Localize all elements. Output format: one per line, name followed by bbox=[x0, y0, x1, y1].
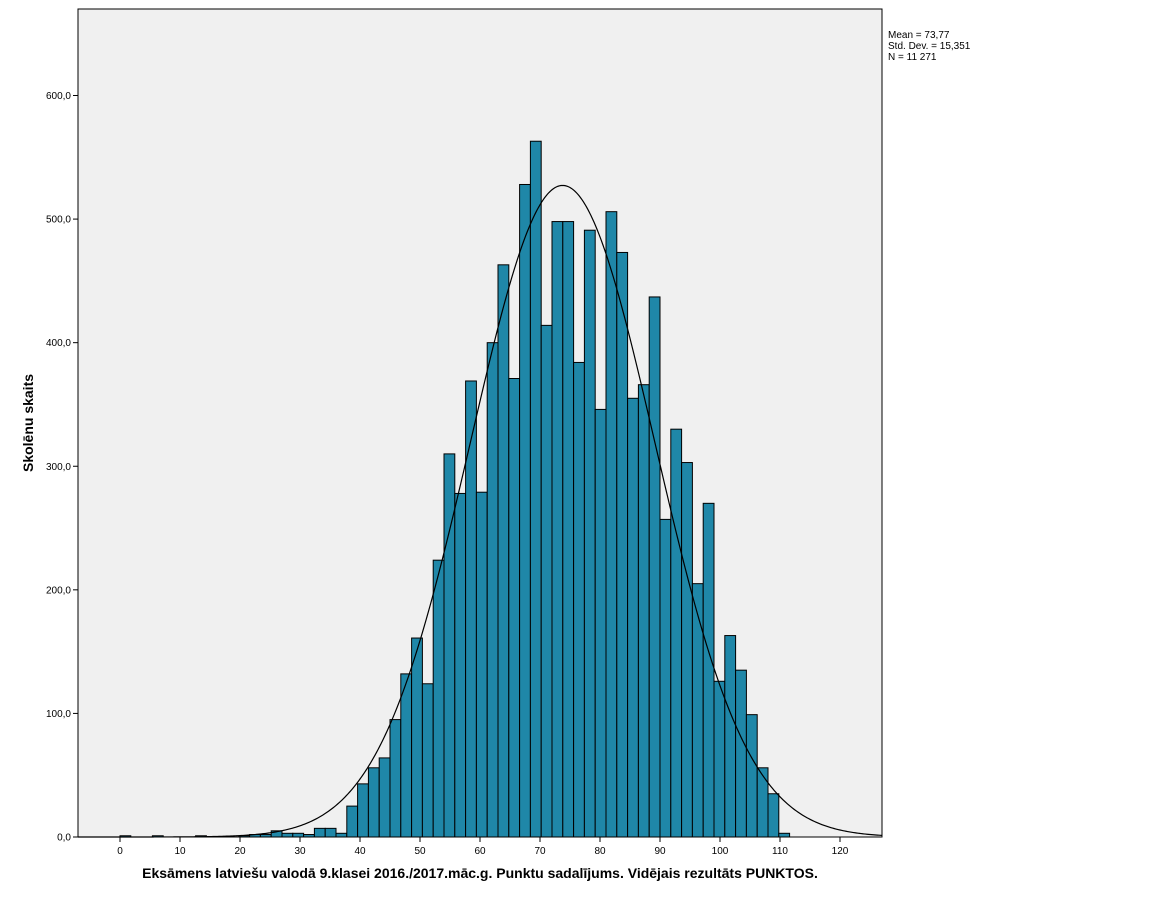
histogram-bar bbox=[540, 324, 553, 838]
histogram-bar bbox=[681, 462, 693, 838]
x-tick-label: 0 bbox=[117, 846, 123, 857]
histogram-bar bbox=[497, 264, 510, 838]
histogram-bar bbox=[659, 518, 672, 838]
histogram-bar bbox=[454, 492, 467, 838]
histogram-bar bbox=[421, 683, 434, 838]
histogram-bar bbox=[648, 296, 661, 838]
y-tick-label: 400,0 bbox=[46, 338, 71, 349]
histogram-bar bbox=[702, 502, 715, 838]
histogram-bar bbox=[324, 827, 337, 838]
histogram-bar bbox=[465, 380, 477, 838]
x-tick-label: 90 bbox=[654, 846, 666, 857]
histogram-bar bbox=[637, 384, 650, 838]
histogram-bar bbox=[735, 669, 747, 838]
plot-frame bbox=[77, 8, 883, 838]
x-tick-label: 80 bbox=[594, 846, 606, 857]
histogram-bar bbox=[670, 428, 683, 838]
y-tick-label: 100,0 bbox=[46, 709, 71, 720]
histogram-bar bbox=[313, 827, 326, 838]
histogram-bar bbox=[551, 221, 564, 838]
x-tick-label: 20 bbox=[234, 846, 246, 857]
histogram-bar bbox=[281, 832, 294, 838]
histogram-bar bbox=[691, 583, 704, 838]
histogram-bar bbox=[605, 211, 618, 838]
stats-mean: Mean = 73,77 bbox=[888, 30, 950, 41]
stats-std-dev: Std. Dev. = 15,351 bbox=[888, 41, 971, 52]
histogram-bar bbox=[529, 140, 542, 838]
histogram-bar bbox=[432, 559, 445, 838]
histogram-bar bbox=[411, 637, 423, 838]
histogram-bar bbox=[367, 767, 380, 838]
histogram-bar bbox=[475, 491, 488, 838]
histogram-bar bbox=[519, 183, 531, 838]
x-tick-label: 60 bbox=[474, 846, 486, 857]
y-tick-label: 600,0 bbox=[46, 91, 71, 102]
histogram-bar bbox=[583, 229, 596, 838]
x-tick-label: 40 bbox=[354, 846, 366, 857]
x-tick-label: 50 bbox=[414, 846, 426, 857]
histogram-bar bbox=[713, 680, 726, 838]
y-tick-label: 0,0 bbox=[57, 833, 71, 844]
histogram-bar bbox=[778, 832, 791, 838]
x-tick-label: 10 bbox=[174, 846, 186, 857]
histogram-bar bbox=[357, 783, 369, 838]
stats-box: Mean = 73,77 Std. Dev. = 15,351 N = 11 2… bbox=[888, 30, 971, 63]
histogram-bar bbox=[745, 714, 758, 838]
histogram-bar bbox=[389, 719, 402, 838]
histogram-bar bbox=[292, 832, 305, 838]
histogram-bar bbox=[508, 378, 521, 838]
x-axis: 0 10 20 30 40 50 60 70 80 90 100 110 120 bbox=[117, 837, 849, 857]
x-tick-label: 70 bbox=[534, 846, 546, 857]
x-tick-label: 100 bbox=[712, 846, 729, 857]
histogram-bar bbox=[627, 397, 639, 838]
histogram-bar bbox=[378, 757, 391, 838]
histogram-bar bbox=[573, 361, 585, 838]
y-axis: 0,0 100,0 200,0 300,0 400,0 500,0 600,0 bbox=[46, 91, 78, 844]
histogram-bar bbox=[767, 793, 780, 838]
histogram-bar bbox=[562, 221, 575, 838]
histogram-bar bbox=[616, 251, 629, 838]
histogram-bar bbox=[335, 832, 348, 838]
stats-n: N = 11 271 bbox=[888, 52, 937, 63]
histogram-bar bbox=[400, 673, 413, 838]
x-tick-label: 120 bbox=[832, 846, 849, 857]
x-tick-label: 110 bbox=[772, 846, 788, 857]
histogram-bar bbox=[594, 408, 607, 838]
histogram-bar bbox=[443, 453, 456, 838]
histogram-bar bbox=[724, 635, 737, 838]
x-axis-title: Eksāmens latviešu valodā 9.klasei 2016./… bbox=[142, 865, 818, 881]
histogram-bar bbox=[486, 342, 499, 838]
y-axis-title: Skolēnu skaits bbox=[20, 374, 36, 472]
y-tick-label: 300,0 bbox=[46, 462, 71, 473]
histogram-bar bbox=[756, 767, 769, 838]
histogram-bar bbox=[346, 805, 359, 838]
y-tick-label: 200,0 bbox=[46, 585, 71, 596]
x-tick-label: 30 bbox=[294, 846, 306, 857]
y-tick-label: 500,0 bbox=[46, 215, 71, 226]
